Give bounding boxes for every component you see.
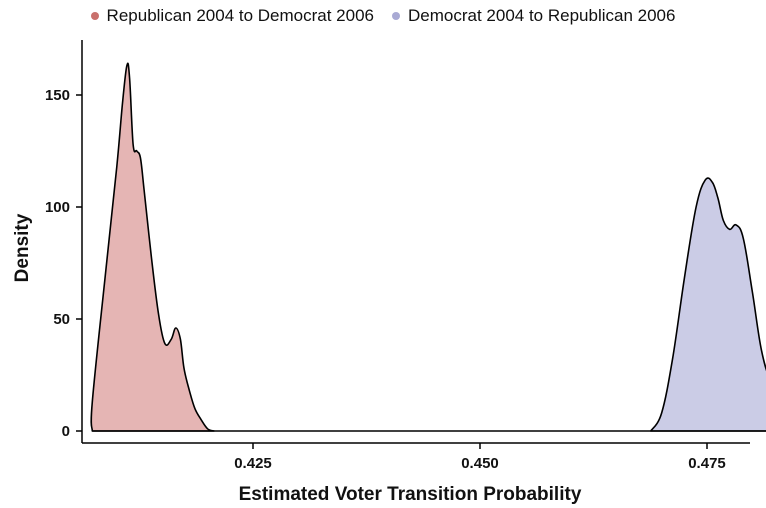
x-axis-title: Estimated Voter Transition Probability xyxy=(239,484,582,505)
x-tick-label: 0.475 xyxy=(688,455,726,472)
x-tick-label: 0.425 xyxy=(234,455,272,472)
legend-item-republican-to-democrat: Republican 2004 to Democrat 2006 xyxy=(90,6,374,26)
density-area-series-1 xyxy=(649,177,766,432)
legend-marker-democrat-to-republican xyxy=(392,12,400,20)
x-axis-ticks: 0.425 0.450 0.475 xyxy=(234,443,726,472)
legend-marker-republican-to-democrat xyxy=(90,12,99,20)
y-tick-label: 50 xyxy=(53,311,70,328)
y-axis-ticks: 0 50 100 150 xyxy=(45,87,82,440)
y-tick-label: 150 xyxy=(45,87,70,104)
density-area-series-0 xyxy=(90,62,215,432)
y-axis-title: Density xyxy=(12,213,33,282)
y-tick-label: 100 xyxy=(45,199,70,216)
x-tick-label: 0.450 xyxy=(461,455,499,472)
legend-label-democrat-to-republican: Democrat 2004 to Republican 2006 xyxy=(408,6,676,25)
y-tick-label: 0 xyxy=(62,423,70,440)
legend-item-democrat-to-republican: Democrat 2004 to Republican 2006 xyxy=(392,6,675,26)
legend: Republican 2004 to Democrat 2006 Democra… xyxy=(0,6,766,26)
legend-label-republican-to-democrat: Republican 2004 to Democrat 2006 xyxy=(106,6,374,25)
series-layer xyxy=(90,62,766,432)
